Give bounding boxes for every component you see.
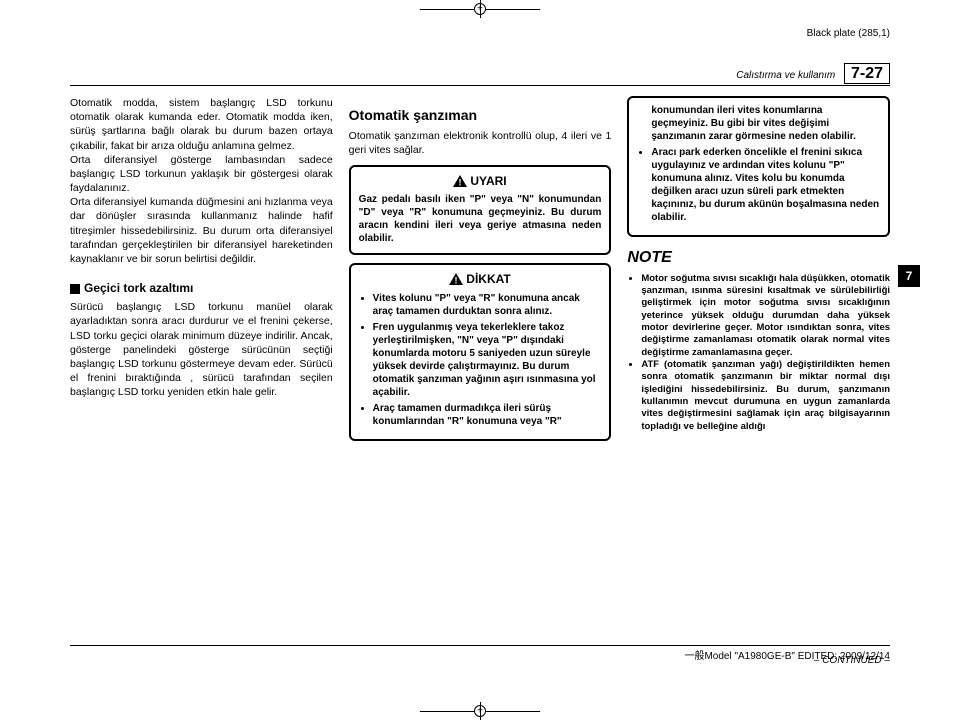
caution-box: ! DİKKAT Vites kolunu "P" veya "R" konumu… bbox=[349, 263, 612, 440]
list-item: konumundan ileri vites konumlarına geçme… bbox=[651, 104, 880, 143]
warning-icon: ! bbox=[453, 175, 467, 187]
paragraph: Orta diferansiyel kumanda düğmesini ani … bbox=[70, 195, 333, 266]
warning-box: ! UYARI Gaz pedalı basılı iken "P" veya "… bbox=[349, 165, 612, 255]
warning-title-text: UYARI bbox=[470, 174, 506, 188]
svg-text:!: ! bbox=[455, 276, 458, 286]
warning-body: Gaz pedalı basılı iken "P" veya "N" konu… bbox=[359, 193, 602, 245]
footer-text: 一般Model "A1980GE-B" EDITED: 2009/12/14 bbox=[684, 647, 890, 662]
caution-list-cont: konumundan ileri vites konumlarına geçme… bbox=[637, 104, 880, 224]
running-head: Calıstırma ve kullanım 7-27 bbox=[70, 65, 890, 83]
heading: Otomatik şanzıman bbox=[349, 106, 612, 125]
list-item: Aracı park ederken öncelikle el frenini … bbox=[651, 146, 880, 224]
section-name: Calıstırma ve kullanım bbox=[736, 70, 835, 81]
caution-title: ! DİKKAT bbox=[359, 271, 602, 287]
paragraph: Orta diferansiyel gösterge lambasından s… bbox=[70, 153, 333, 196]
column-2: Otomatik şanzıman Otomatik şanzıman elek… bbox=[349, 96, 612, 449]
list-item: Araç tamamen durmadıkça ileri sürüş konu… bbox=[373, 402, 602, 428]
page-number: 7-27 bbox=[844, 63, 890, 84]
list-item: ATF (otomatik şanzıman yağı) değiştirild… bbox=[641, 359, 890, 433]
caution-box-cont: konumundan ileri vites konumlarına geçme… bbox=[627, 96, 890, 237]
column-1: Otomatik modda, sistem başlangıç LSD tor… bbox=[70, 96, 333, 449]
paragraph: Otomatik modda, sistem başlangıç LSD tor… bbox=[70, 96, 333, 153]
note-body: Motor soğutma sıvısı sıcaklığı hala düşü… bbox=[627, 273, 890, 433]
column-3: konumundan ileri vites konumlarına geçme… bbox=[627, 96, 890, 449]
list-item: Vites kolunu "P" veya "R" konumuna ancak… bbox=[373, 292, 602, 318]
warning-icon: ! bbox=[449, 273, 463, 285]
crop-mark-top bbox=[420, 0, 540, 18]
list-item: Fren uygulanmış veya tekerleklere takoz … bbox=[373, 321, 602, 399]
caution-title-text: DİKKAT bbox=[466, 272, 510, 286]
note-heading: NOTE bbox=[627, 247, 890, 269]
caution-list: Vites kolunu "P" veya "R" konumuna ancak… bbox=[359, 292, 602, 428]
page-content: Calıstırma ve kullanım 7-27 7 Otomatik m… bbox=[70, 65, 890, 660]
footer-rule bbox=[70, 645, 890, 646]
svg-text:!: ! bbox=[459, 178, 462, 188]
paragraph: Sürücü başlangıç LSD torkunu manüel olar… bbox=[70, 300, 333, 399]
warning-title: ! UYARI bbox=[359, 173, 602, 189]
paragraph: Otomatik şanzıman elektronik kontrollü o… bbox=[349, 129, 612, 157]
bullet-square-icon bbox=[70, 284, 80, 294]
plate-label: Black plate (285,1) bbox=[807, 28, 890, 39]
header-rule bbox=[70, 85, 890, 86]
list-item: Motor soğutma sıvısı sıcaklığı hala düşü… bbox=[641, 273, 890, 359]
crop-mark-bottom bbox=[420, 702, 540, 720]
columns: Otomatik modda, sistem başlangıç LSD tor… bbox=[70, 96, 890, 449]
subheading: Geçici tork azaltımı bbox=[70, 280, 333, 296]
subheading-text: Geçici tork azaltımı bbox=[84, 281, 193, 295]
chapter-tab: 7 bbox=[898, 265, 920, 287]
